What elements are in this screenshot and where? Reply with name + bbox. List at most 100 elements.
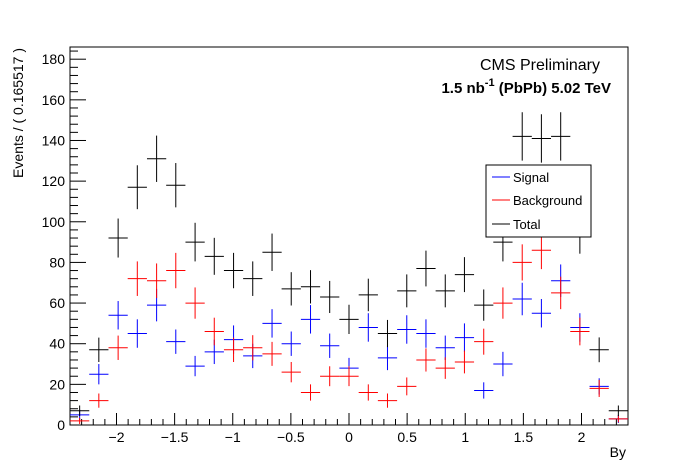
background-point xyxy=(454,350,475,374)
background-point xyxy=(185,287,205,319)
total-point xyxy=(300,270,321,304)
y-tick-label: 40 xyxy=(49,336,65,352)
y-tick-label: 80 xyxy=(49,254,65,270)
background-point xyxy=(320,366,340,387)
total-point xyxy=(589,337,609,363)
signal-point xyxy=(89,364,109,385)
background-point xyxy=(262,341,282,366)
background-point xyxy=(300,384,321,401)
x-axis-label: By xyxy=(610,444,626,460)
series-layer xyxy=(70,112,628,424)
legend-total-label: Total xyxy=(513,217,541,232)
axis-ticks xyxy=(69,50,629,426)
x-tick-label: −1 xyxy=(225,429,241,445)
total-point xyxy=(339,304,359,334)
background-point xyxy=(70,417,90,424)
signal-point xyxy=(127,319,147,348)
x-tick-label: 2 xyxy=(578,429,586,445)
y-tick-label: 180 xyxy=(42,51,66,67)
background-point xyxy=(512,244,532,281)
signal-point xyxy=(108,301,128,330)
background-point xyxy=(108,335,128,360)
signal-point xyxy=(493,351,513,377)
background-point xyxy=(166,252,186,289)
total-point xyxy=(320,280,340,314)
background-point xyxy=(358,384,378,401)
signal-point xyxy=(281,331,301,356)
x-tick-label: −0.5 xyxy=(277,429,305,445)
background-point xyxy=(474,328,494,355)
background-point xyxy=(435,357,455,379)
y-tick-label: 60 xyxy=(49,295,65,311)
total-point xyxy=(416,250,436,287)
x-tick-label: 0.5 xyxy=(397,429,417,445)
total-point xyxy=(70,405,90,417)
background-point xyxy=(608,415,628,423)
x-tick-label: −2 xyxy=(109,429,125,445)
series-signal xyxy=(70,264,628,423)
x-tick-label: 1.5 xyxy=(514,429,534,445)
total-point xyxy=(454,257,475,293)
background-point xyxy=(531,231,552,270)
background-point xyxy=(243,335,263,361)
y-tick-label: 100 xyxy=(42,214,66,230)
background-point xyxy=(89,393,109,408)
signal-point xyxy=(358,313,378,342)
signal-point xyxy=(512,282,532,316)
background-point xyxy=(570,317,590,346)
total-point xyxy=(474,289,494,321)
background-point xyxy=(397,377,417,396)
signal-point xyxy=(185,355,205,377)
signal-point xyxy=(416,319,436,348)
y-tick-label: 120 xyxy=(42,173,66,189)
background-point xyxy=(493,287,513,319)
y-tick-label: 0 xyxy=(57,417,65,433)
signal-point xyxy=(435,335,455,360)
annotation-luminosity-sup: -1 xyxy=(485,77,495,89)
y-tick-label: 20 xyxy=(49,376,65,392)
signal-point xyxy=(531,299,552,328)
total-point xyxy=(243,261,263,296)
series-background xyxy=(70,231,628,424)
background-point xyxy=(551,276,571,310)
signal-point xyxy=(377,345,398,371)
total-point xyxy=(608,405,628,417)
signal-point xyxy=(300,305,321,334)
axis-tick-labels: −2 −1.5 −1 −0.5 0 0.5 1 1.5 20204060801001201401… xyxy=(42,51,586,445)
x-tick-label: 0 xyxy=(345,429,353,445)
x-tick-label: −1.5 xyxy=(161,429,189,445)
total-point xyxy=(512,112,532,161)
total-point xyxy=(281,272,301,306)
signal-point xyxy=(474,382,494,399)
total-point xyxy=(185,222,205,262)
total-point xyxy=(435,274,455,308)
total-point xyxy=(89,337,109,362)
total-point xyxy=(397,274,417,308)
legend-background-label: Background xyxy=(513,193,582,208)
total-point xyxy=(262,233,282,271)
total-point xyxy=(127,165,147,210)
series-total xyxy=(70,112,628,417)
signal-point xyxy=(320,333,340,358)
y-axis-label: Events / ( 0.165517 ) xyxy=(10,48,26,178)
y-tick-label: 140 xyxy=(42,132,66,148)
background-point xyxy=(146,263,167,298)
background-point xyxy=(339,366,359,387)
signal-point xyxy=(262,309,282,338)
background-point xyxy=(204,317,224,346)
background-point xyxy=(223,337,244,362)
annotation-luminosity: 1.5 nb-1 (PbPb) 5.02 TeV xyxy=(441,77,611,97)
total-point xyxy=(108,218,128,258)
background-point xyxy=(281,362,301,383)
total-point xyxy=(377,319,398,348)
annotation-luminosity-post: (PbPb) 5.02 TeV xyxy=(495,80,611,97)
signal-point xyxy=(397,315,417,344)
annotation-luminosity-pre: 1.5 nb xyxy=(441,80,484,97)
total-point xyxy=(166,163,186,208)
background-point xyxy=(377,393,398,408)
legend: Signal Background Total xyxy=(485,164,592,238)
legend-signal-label: Signal xyxy=(513,170,549,185)
total-point xyxy=(223,252,244,289)
x-tick-label: 1 xyxy=(461,429,469,445)
